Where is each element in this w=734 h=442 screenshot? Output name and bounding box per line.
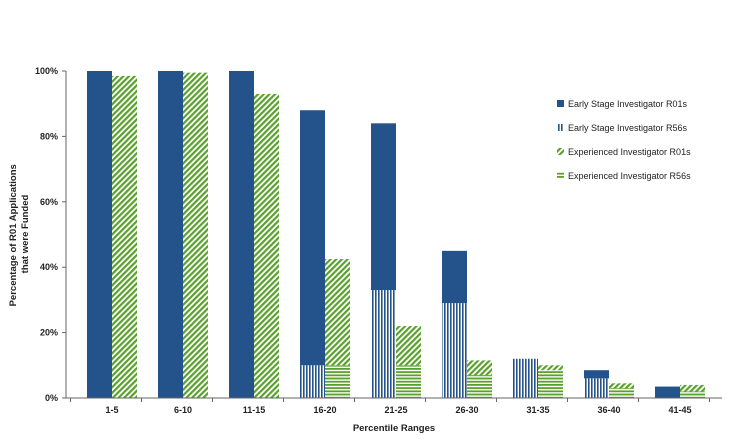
bar-experienced-investigator-r56s-31-35 bbox=[538, 370, 563, 398]
bar-experienced-investigator-r01s-41-45 bbox=[680, 384, 705, 392]
y-tick-label: 80% bbox=[40, 131, 58, 141]
bar-early-stage-investigator-r01s-41-45 bbox=[655, 386, 680, 398]
x-axis-title: Percentile Ranges bbox=[353, 423, 435, 434]
bar-experienced-investigator-r01s-1-5 bbox=[112, 75, 137, 398]
bar-early-stage-investigator-r01s-16-20 bbox=[300, 110, 325, 366]
bar-experienced-investigator-r01s-21-25 bbox=[396, 326, 421, 366]
bar-early-stage-investigator-r56s-36-40 bbox=[584, 378, 609, 398]
y-tick-label: 0% bbox=[45, 393, 58, 403]
bar-experienced-investigator-r01s-26-30 bbox=[467, 360, 492, 376]
bar-early-stage-investigator-r01s-21-25 bbox=[371, 123, 396, 291]
legend-label-early-stage-investigator-r56s: Early Stage Investigator R56s bbox=[568, 123, 688, 133]
x-tick-label: 16-20 bbox=[313, 405, 336, 415]
y-tick-label: 100% bbox=[35, 66, 58, 76]
bars-layer bbox=[87, 71, 705, 398]
bar-experienced-investigator-r56s-41-45 bbox=[680, 391, 705, 398]
bar-early-stage-investigator-r56s-26-30 bbox=[442, 303, 467, 398]
x-tick-label: 21-25 bbox=[384, 405, 407, 415]
bar-early-stage-investigator-r01s-36-40 bbox=[584, 370, 609, 379]
x-tick-label: 26-30 bbox=[455, 405, 478, 415]
bar-experienced-investigator-r56s-21-25 bbox=[396, 365, 421, 398]
bar-early-stage-investigator-r01s-11-15 bbox=[229, 71, 254, 398]
bar-early-stage-investigator-r01s-26-30 bbox=[442, 250, 467, 304]
y-tick-label: 20% bbox=[40, 328, 58, 338]
legend-label-early-stage-investigator-r01s: Early Stage Investigator R01s bbox=[568, 99, 688, 109]
bar-early-stage-investigator-r01s-6-10 bbox=[158, 71, 183, 398]
bar-experienced-investigator-r56s-26-30 bbox=[467, 375, 492, 398]
y-tick-label: 60% bbox=[40, 197, 58, 207]
bar-experienced-investigator-r01s-6-10 bbox=[183, 72, 208, 398]
legend-label-experienced-investigator-r01s: Experienced Investigator R01s bbox=[568, 147, 691, 157]
bar-early-stage-investigator-r01s-1-5 bbox=[87, 71, 112, 398]
x-tick-label: 31-35 bbox=[526, 405, 549, 415]
y-tick-label: 40% bbox=[40, 262, 58, 272]
y-axis-title-line-1: Percentage of R01 Applications bbox=[8, 164, 19, 306]
legend-swatch-experienced-investigator-r56s bbox=[557, 172, 564, 179]
axes-layer: 0% 20% 40% 60% 80% 100% 1-5 6-10 11-15 16-20 21-25… bbox=[35, 66, 722, 415]
bar-experienced-investigator-r56s-16-20 bbox=[325, 365, 350, 398]
y-axis-title: Percentage of R01 Applications that were… bbox=[8, 162, 31, 307]
bar-early-stage-investigator-r56s-31-35 bbox=[513, 358, 538, 398]
x-tick-label: 11-15 bbox=[243, 405, 266, 415]
legend-label-experienced-investigator-r56s: Experienced Investigator R56s bbox=[568, 171, 691, 181]
bar-experienced-investigator-r56s-36-40 bbox=[609, 388, 634, 398]
legend-swatch-experienced-investigator-r01s bbox=[557, 148, 564, 155]
bar-experienced-investigator-r01s-16-20 bbox=[325, 259, 350, 366]
bar-experienced-investigator-r01s-36-40 bbox=[609, 383, 634, 389]
bar-early-stage-investigator-r56s-21-25 bbox=[371, 290, 396, 398]
legend-swatch-early-stage-investigator-r56s bbox=[557, 124, 564, 131]
legend: Early Stage Investigator R01s Early Stage… bbox=[557, 99, 691, 181]
y-axis-title-line-2: that were Funded bbox=[20, 194, 31, 273]
x-tick-label: 36-40 bbox=[597, 405, 620, 415]
bar-experienced-investigator-r01s-31-35 bbox=[538, 365, 563, 371]
x-tick-label: 41-45 bbox=[668, 405, 691, 415]
bar-experienced-investigator-r01s-11-15 bbox=[254, 93, 279, 398]
bar-early-stage-investigator-r56s-16-20 bbox=[300, 365, 325, 398]
x-tick-label: 6-10 bbox=[174, 405, 192, 415]
x-tick-label: 1-5 bbox=[105, 405, 118, 415]
legend-swatch-early-stage-investigator-r01s bbox=[557, 100, 564, 107]
